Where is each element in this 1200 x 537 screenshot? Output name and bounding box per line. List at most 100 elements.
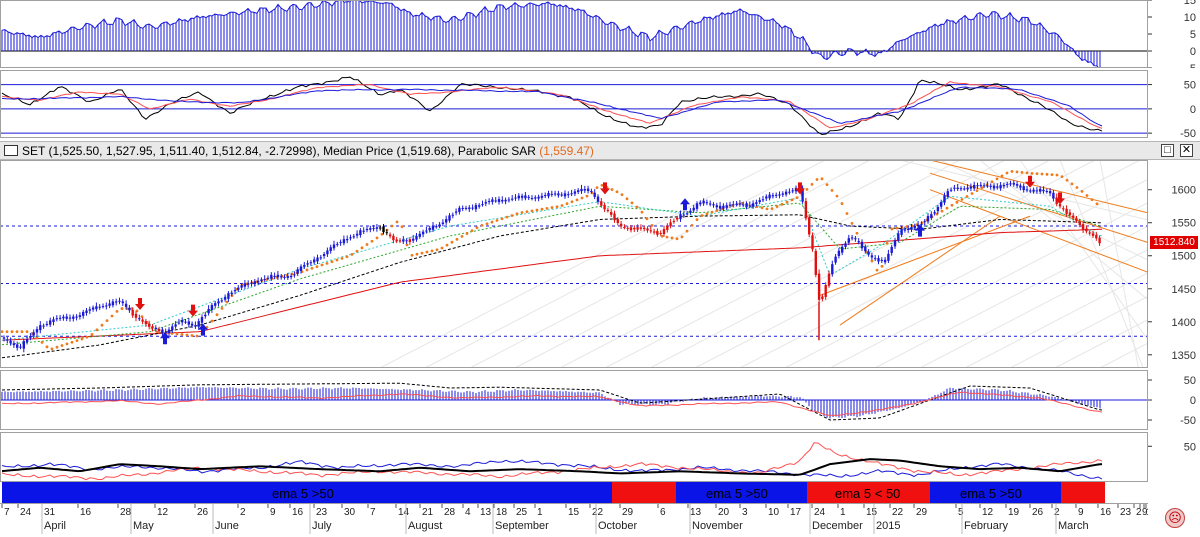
axis-tick-label: 1400 — [1172, 317, 1196, 329]
sar-dot — [225, 300, 229, 304]
day-label: 16 — [80, 507, 92, 518]
day-label: 21 — [422, 507, 434, 518]
sar-dot — [335, 258, 339, 262]
candle-body — [233, 290, 237, 292]
day-label: 15 — [568, 507, 580, 518]
sar-dot — [870, 259, 874, 263]
day-label: 14 — [398, 507, 410, 518]
sar-dot — [1015, 170, 1019, 174]
sar-dot — [700, 214, 704, 217]
candle-body — [322, 254, 326, 257]
candle-body — [577, 190, 580, 192]
candle-body — [768, 194, 771, 199]
candle-body — [725, 205, 728, 208]
close-button[interactable]: ✕ — [1180, 144, 1193, 157]
month-label: October — [598, 520, 637, 532]
price-title-bar[interactable]: SET (1,525.50, 1,527.95, 1,511.40, 1,512… — [0, 141, 1200, 160]
candle-body — [973, 184, 976, 189]
sar-dot — [785, 200, 789, 204]
axis-tick-label: 15 — [1184, 0, 1196, 7]
candle-body — [385, 232, 388, 234]
candle-body — [761, 199, 765, 201]
adx-plot — [1, 442, 1103, 481]
candle-body — [593, 192, 596, 197]
candle-body — [355, 233, 359, 236]
candle-body — [428, 227, 431, 231]
buy-arrow-icon — [198, 323, 208, 336]
buy-arrow-icon — [915, 224, 925, 237]
day-label: 7 — [370, 507, 376, 518]
candle-body — [537, 196, 540, 199]
candle-body — [979, 184, 982, 186]
candle-body — [953, 187, 956, 189]
sar-dot — [520, 211, 524, 214]
day-label: 26 — [197, 507, 209, 518]
candle-body — [1088, 232, 1091, 234]
sar-dot — [1010, 170, 1014, 173]
sar-dot — [415, 252, 419, 256]
candle-body — [883, 259, 887, 263]
candle-body — [732, 204, 735, 206]
candle-body — [204, 314, 207, 317]
month-label: September — [495, 520, 549, 532]
candle-body — [392, 235, 395, 241]
sar-dot — [1070, 182, 1074, 186]
candle-body — [517, 195, 520, 199]
sar-dot — [60, 344, 64, 347]
sar-dot — [10, 330, 14, 334]
candle-body — [827, 273, 831, 286]
candle-body — [963, 188, 966, 190]
candle-body — [834, 256, 837, 263]
candle-body — [471, 207, 474, 209]
sar-dot — [960, 197, 964, 201]
candle-body — [893, 240, 897, 247]
sar-dot — [770, 207, 774, 211]
macd-axis: 50 0 -50 — [1148, 370, 1200, 430]
sar-dot — [570, 200, 574, 204]
candle-body — [365, 228, 369, 231]
candle-body — [481, 204, 484, 206]
sar-dot — [425, 250, 429, 254]
candle-body — [619, 223, 623, 227]
candle-body — [161, 329, 164, 334]
candle-body — [1098, 237, 1101, 244]
candle-body — [438, 224, 441, 226]
candle-body — [148, 323, 151, 327]
candle-body — [616, 219, 619, 224]
restore-button[interactable]: □ — [1161, 144, 1174, 157]
sar-dot — [715, 209, 719, 212]
month-label: August — [408, 520, 442, 532]
axis-tick-label: -50 — [1180, 128, 1196, 138]
day-label: 19 — [1008, 507, 1020, 518]
status-face-icon[interactable]: ☹ — [1165, 508, 1185, 528]
month-label: May — [133, 520, 154, 532]
gann-grid-line — [514, 159, 916, 369]
macd-line — [1, 391, 1103, 416]
sar-dot — [420, 251, 424, 255]
ema-segment-1 — [2, 482, 612, 503]
sar-dot — [585, 194, 589, 198]
candle-body — [421, 231, 425, 235]
sell-arrow-icon — [188, 304, 198, 317]
candle-body — [877, 258, 880, 262]
day-label: 26 — [1032, 507, 1044, 518]
candle-body — [448, 215, 451, 221]
month-label: 2015 — [876, 520, 900, 532]
candle-body — [930, 214, 933, 218]
sar-dot — [595, 186, 599, 190]
candle-body — [1029, 190, 1032, 192]
stochastic-plot — [0, 76, 1148, 136]
candle-body — [16, 344, 19, 348]
sar-dot — [780, 202, 784, 206]
axis-tick-label: 1600 — [1172, 185, 1196, 197]
sar-dot — [495, 219, 499, 222]
trend-channel-line — [929, 159, 1149, 214]
sar-dot — [215, 313, 219, 317]
gann-grid-line — [1009, 268, 1200, 369]
sar-dot — [790, 198, 794, 202]
sar-dot — [1060, 175, 1064, 179]
candle-body — [982, 185, 986, 187]
candle-body — [42, 325, 45, 327]
day-label: 20 — [718, 507, 730, 518]
candle-body — [141, 319, 144, 322]
